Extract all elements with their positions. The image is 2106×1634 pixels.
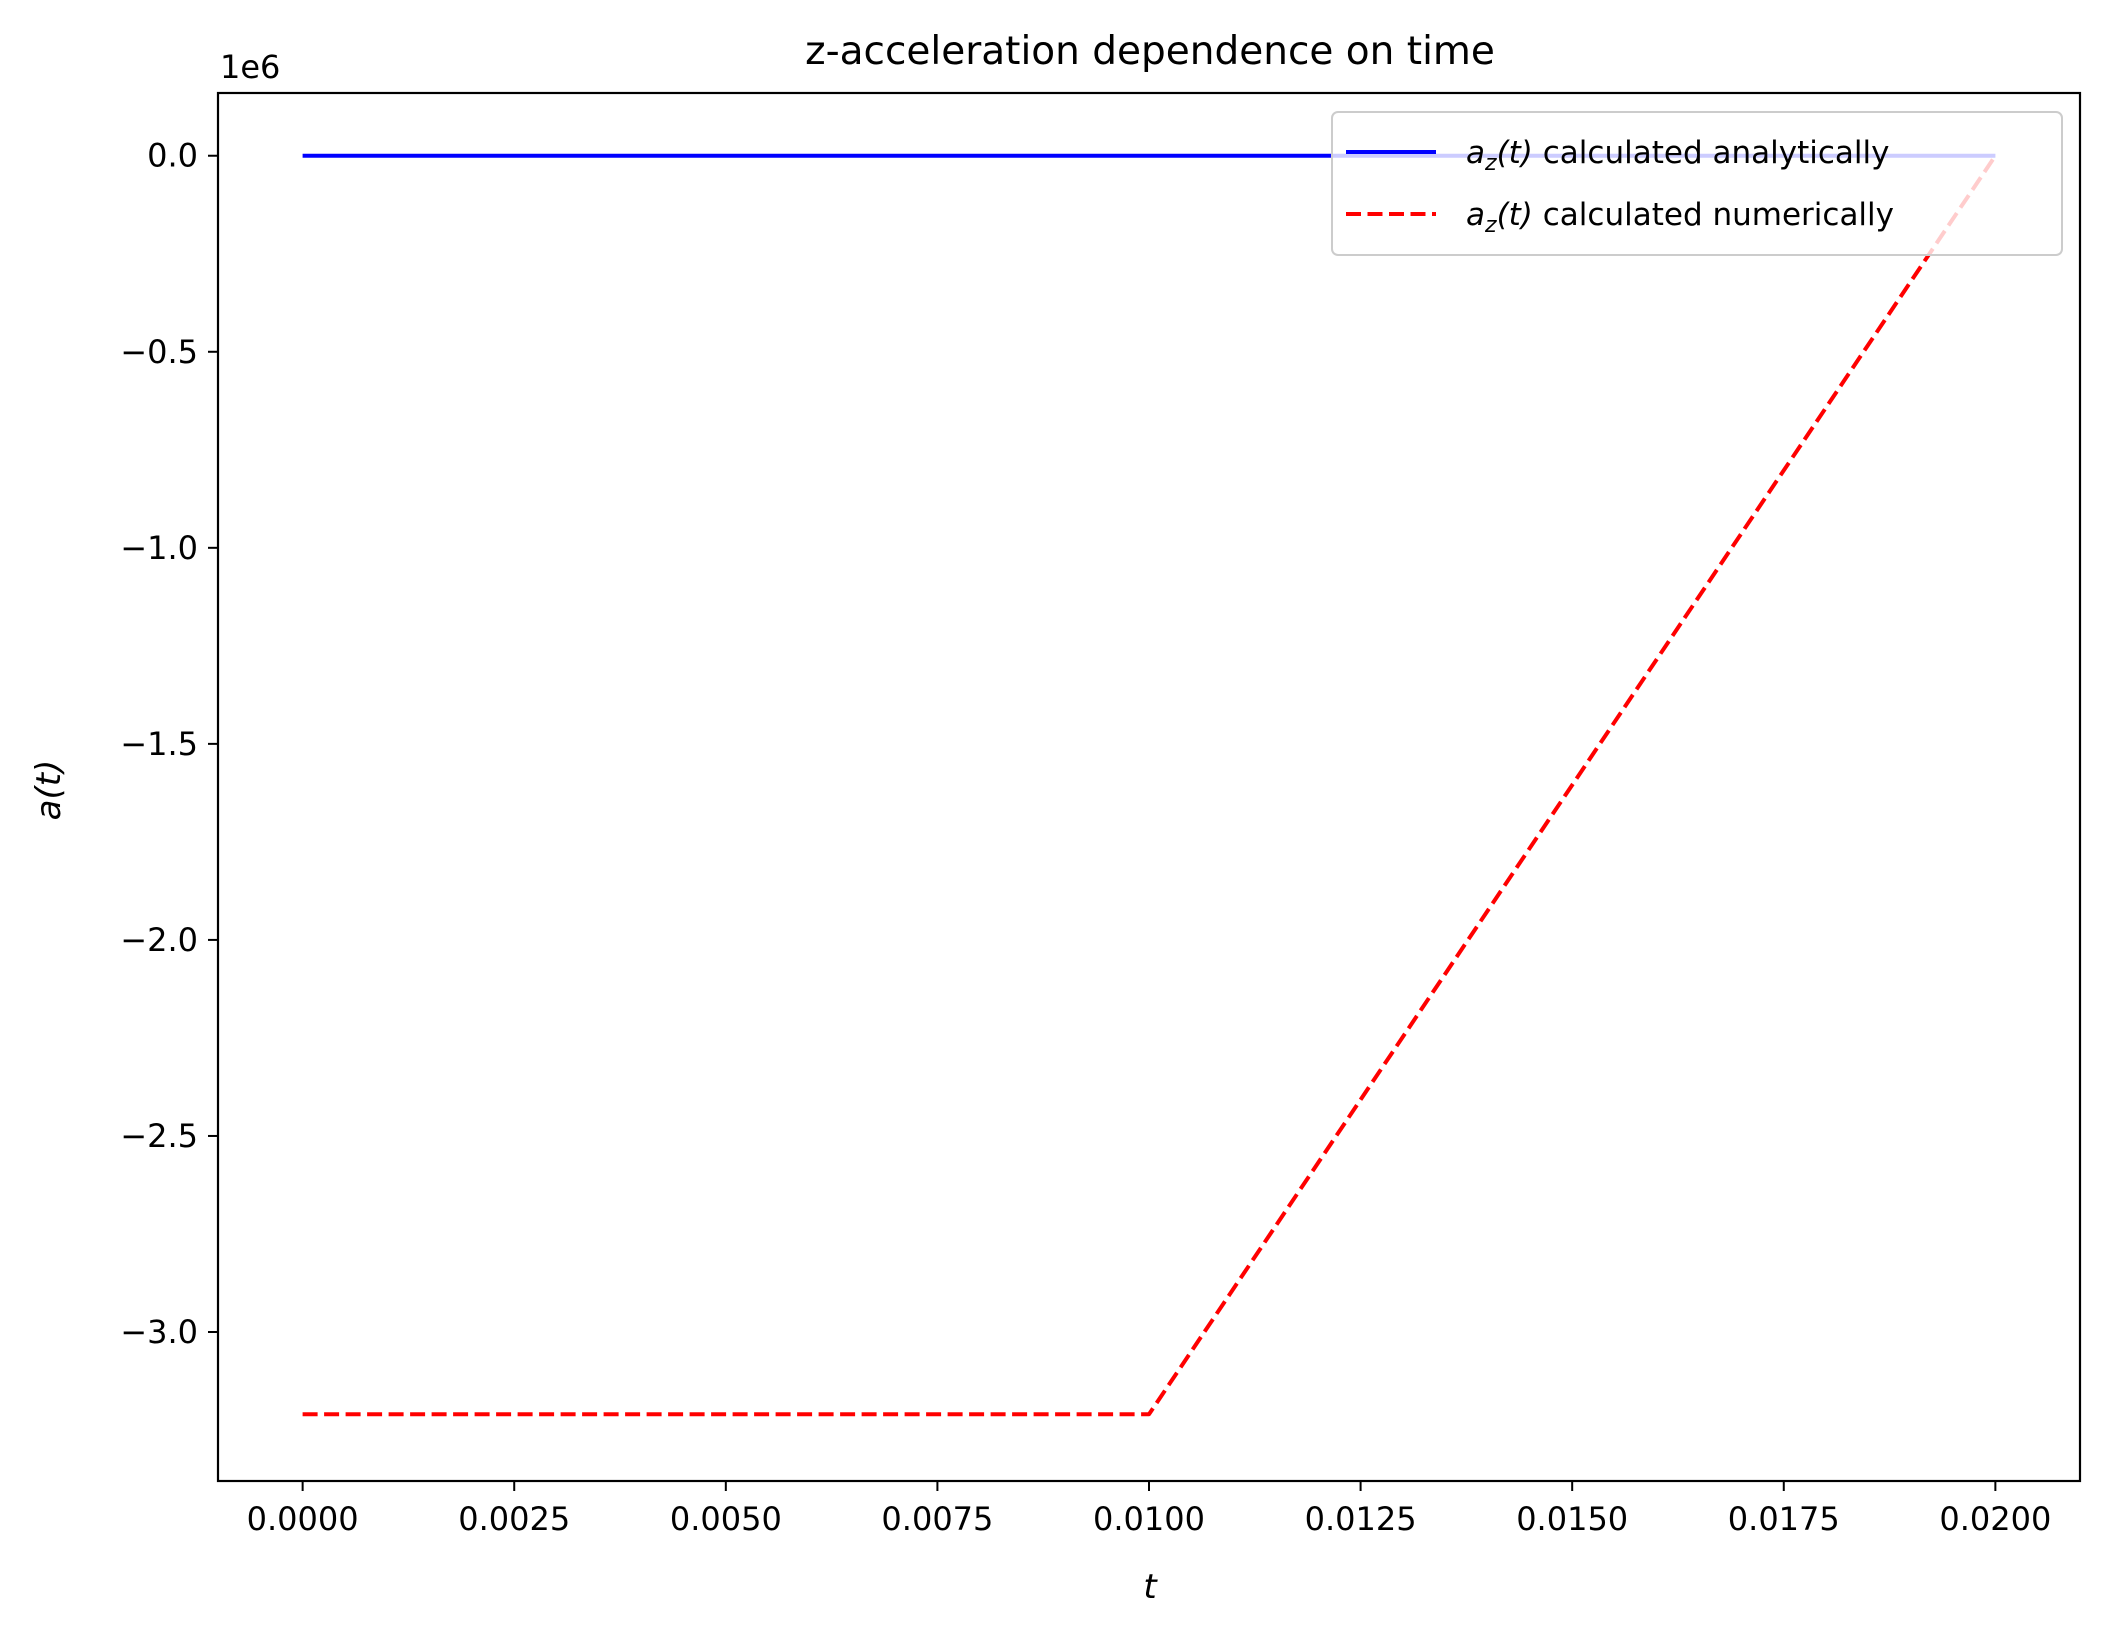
y-tick-label: −3.0 — [120, 1313, 198, 1351]
x-tick-label: 0.0150 — [1516, 1500, 1628, 1538]
chart-title: z-acceleration dependence on time — [805, 29, 1495, 74]
x-tick-label: 0.0025 — [458, 1500, 570, 1538]
legend-box — [1331, 111, 2063, 256]
y-tick-label: −2.5 — [120, 1117, 198, 1155]
legend-label: az(t) calculated analytically — [1466, 135, 1889, 176]
x-tick-label: 0.0100 — [1093, 1500, 1205, 1538]
x-tick-label: 0.0000 — [247, 1500, 359, 1538]
y-offset-text: 1e6 — [220, 48, 280, 86]
x-tick-label: 0.0125 — [1305, 1500, 1417, 1538]
legend: az(t) calculated analytically az(t) calcu… — [1331, 111, 2063, 256]
y-tick-label: 0.0 — [147, 137, 198, 175]
plot-frame — [216, 91, 2082, 1483]
axis-ticks: 0.0000 0.0025 0.0050 0.0075 0.0100 0.0125 0.01… — [120, 137, 2051, 1538]
y-tick-label: −0.5 — [120, 333, 198, 371]
x-tick-label: 0.0050 — [670, 1500, 782, 1538]
y-tick-label: −1.5 — [120, 725, 198, 763]
x-tick-label: 0.0200 — [1939, 1500, 2051, 1538]
y-axis-label: a(t) — [29, 760, 69, 821]
y-tick-label: −1.0 — [120, 529, 198, 567]
x-tick-label: 0.0075 — [881, 1500, 993, 1538]
series-line-numerical — [302, 154, 1998, 1417]
x-tick-label: 0.0175 — [1728, 1500, 1840, 1538]
x-axis-label: t — [1143, 1567, 1158, 1607]
y-axis-label-group: a(t) — [29, 760, 69, 821]
y-tick-label: −2.0 — [120, 921, 198, 959]
legend-label: az(t) calculated numerically — [1466, 197, 1894, 238]
